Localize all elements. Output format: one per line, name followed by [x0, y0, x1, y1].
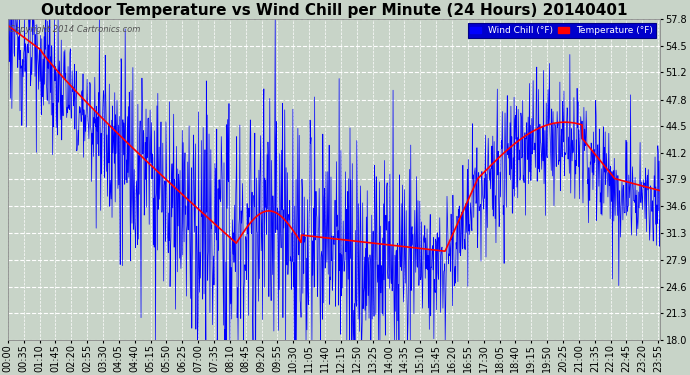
Title: Outdoor Temperature vs Wind Chill per Minute (24 Hours) 20140401: Outdoor Temperature vs Wind Chill per Mi…: [41, 3, 627, 18]
Legend: Wind Chill (°F), Temperature (°F): Wind Chill (°F), Temperature (°F): [468, 24, 656, 38]
Text: Copyright 2014 Cartronics.com: Copyright 2014 Cartronics.com: [9, 26, 141, 34]
